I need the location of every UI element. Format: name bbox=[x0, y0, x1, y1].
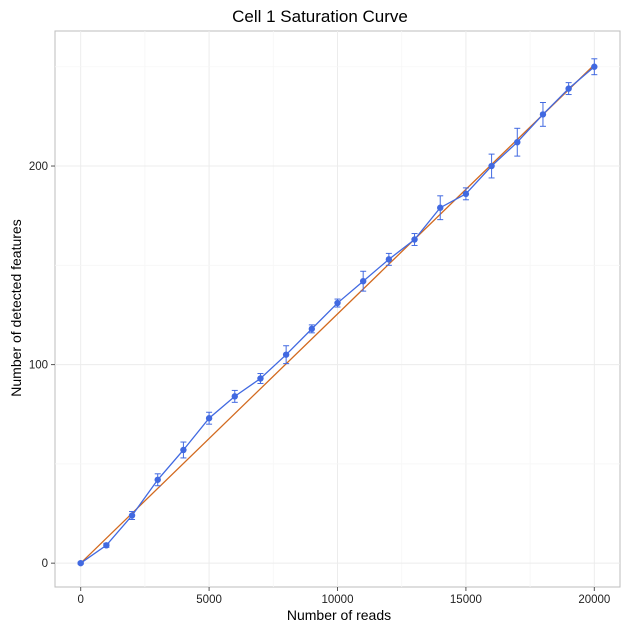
data-point bbox=[128, 512, 136, 519]
data-point bbox=[411, 236, 418, 243]
data-point bbox=[539, 111, 547, 118]
x-tick-label: 10000 bbox=[322, 594, 354, 606]
data-point bbox=[359, 278, 367, 285]
data-point bbox=[205, 415, 213, 422]
measured-series-layer bbox=[77, 58, 598, 567]
data-point bbox=[77, 559, 84, 567]
y-axis: 0 100 200 bbox=[29, 161, 55, 570]
x-axis: 0 5000 10000 15000 20000 bbox=[77, 587, 610, 606]
reference-line bbox=[80, 64, 595, 564]
x-axis-title: Number of reads bbox=[287, 607, 391, 623]
y-tick-label: 200 bbox=[29, 161, 48, 173]
x-tick-label: 20000 bbox=[578, 594, 610, 606]
data-point bbox=[308, 325, 316, 333]
y-tick-label: 100 bbox=[29, 360, 48, 372]
data-point bbox=[334, 299, 341, 307]
data-point bbox=[154, 476, 161, 483]
data-point bbox=[103, 542, 110, 549]
y-tick-label: 0 bbox=[42, 558, 48, 570]
data-point bbox=[385, 256, 393, 263]
data-point bbox=[488, 162, 495, 170]
x-tick-label: 0 bbox=[77, 594, 83, 606]
x-tick-label: 5000 bbox=[196, 594, 222, 606]
data-point bbox=[437, 204, 444, 211]
data-point bbox=[514, 139, 521, 146]
data-point bbox=[282, 351, 290, 358]
data-point bbox=[462, 190, 470, 198]
data-point bbox=[591, 63, 598, 70]
data-point bbox=[231, 393, 238, 400]
data-point bbox=[257, 375, 264, 382]
reference-line-layer bbox=[80, 64, 595, 564]
x-tick-label: 15000 bbox=[450, 594, 482, 606]
grid-lines bbox=[55, 31, 620, 587]
chart-title: Cell 1 Saturation Curve bbox=[232, 7, 408, 26]
data-point bbox=[565, 85, 572, 92]
data-point bbox=[180, 446, 187, 454]
y-axis-title: Number of detected features bbox=[8, 219, 24, 396]
